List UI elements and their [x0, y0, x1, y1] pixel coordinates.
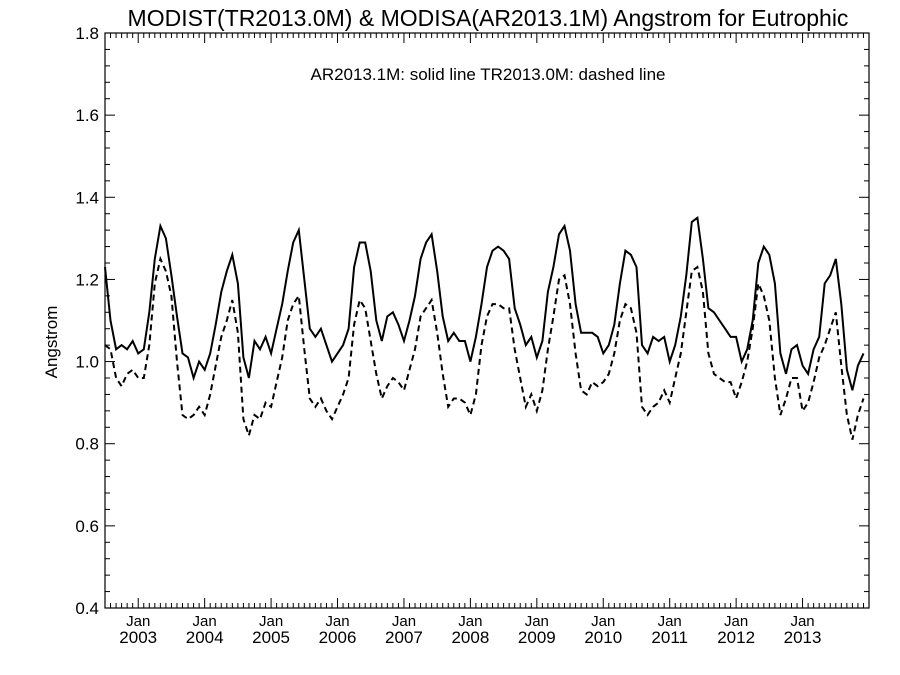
chart-title: MODIST(TR2013.0M) & MODISA(AR2013.1M) An…: [128, 5, 849, 31]
series-line-tr2013-0m: [104, 255, 865, 440]
series-group: [104, 215, 865, 440]
x-month-label: Jan: [525, 613, 549, 630]
x-year-label: 2011: [651, 628, 688, 647]
y-tick-label: 1.4: [75, 188, 99, 207]
x-month-label: Jan: [724, 613, 748, 630]
x-month-label: Jan: [658, 613, 682, 630]
x-year-label: 2005: [252, 628, 290, 647]
x-year-label: 2010: [584, 628, 622, 647]
y-tick-label: 1.8: [75, 24, 99, 43]
series-annotation: AR2013.1M: solid line TR2013.0M: dashed …: [310, 65, 665, 84]
y-tick-label: 1.2: [75, 270, 99, 289]
y-tick-label: 0.8: [75, 435, 99, 454]
x-month-label: Jan: [392, 613, 416, 630]
y-tick-label: 1.6: [75, 106, 99, 125]
x-year-label: 2012: [717, 628, 755, 647]
x-month-label: Jan: [259, 613, 283, 630]
x-year-label: 2013: [784, 628, 822, 647]
y-axis: 0.4 0.6 0.8 1.0 1.2 1.4 1.6 1.8: [75, 24, 869, 618]
y-axis-label: Angstrom: [42, 306, 61, 379]
y-tick-label: 0.4: [75, 599, 99, 618]
x-month-label: Jan: [790, 613, 814, 630]
x-year-label: 2004: [186, 628, 224, 647]
x-month-label: Jan: [126, 613, 150, 630]
x-month-label: Jan: [325, 613, 349, 630]
x-year-label: 2003: [119, 628, 157, 647]
x-year-label: 2009: [518, 628, 556, 647]
x-month-label: Jan: [458, 613, 482, 630]
x-month-label: Jan: [591, 613, 615, 630]
x-year-label: 2008: [451, 628, 489, 647]
y-tick-label: 0.6: [75, 517, 99, 536]
x-axis: Jan2003Jan2004Jan2005Jan2006Jan2007Jan20…: [104, 33, 864, 647]
series-line-ar2013-1m: [104, 215, 865, 391]
x-year-label: 2007: [385, 628, 423, 647]
y-tick-label: 1.0: [75, 353, 99, 372]
x-month-label: Jan: [193, 613, 217, 630]
x-year-label: 2006: [319, 628, 357, 647]
